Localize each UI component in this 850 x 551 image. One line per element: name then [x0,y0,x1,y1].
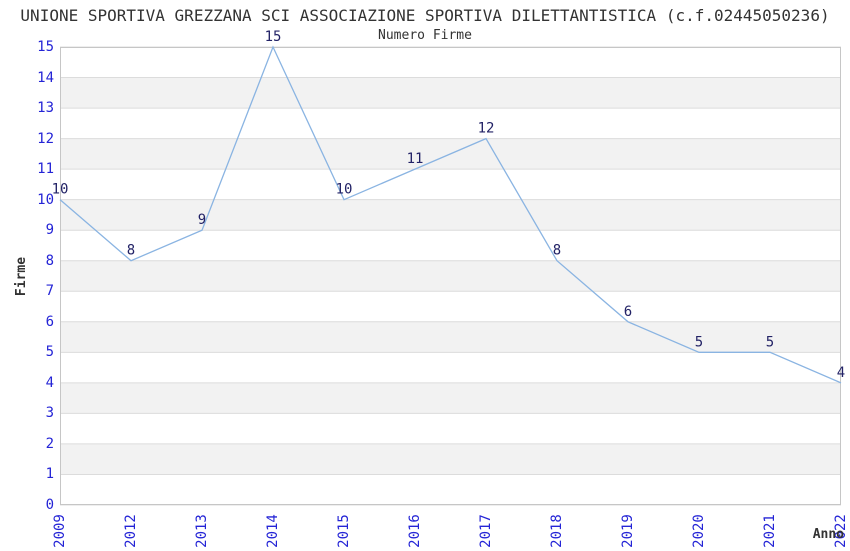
stripe-band [60,443,841,475]
x-tick-label: 2017 [466,511,506,551]
x-tick-label: 2018 [537,511,577,551]
data-label: 9 [198,212,206,228]
y-tick-label: 8 [45,252,54,269]
x-tick-label: 2020 [679,511,719,551]
data-label: 8 [553,243,561,259]
y-tick-label: 6 [45,313,54,330]
data-label: 10 [336,182,353,198]
y-tick-label: 13 [37,100,54,117]
plot-svg: 10 8 9 15 10 11 12 8 6 5 5 4 [52,29,845,506]
data-label: 4 [837,365,845,381]
stripe-band [60,77,841,109]
x-tick-label-text: 2009 [52,514,68,548]
y-tick-label: 1 [45,466,54,483]
y-tick-label: 5 [45,344,54,361]
x-tick-label: 2009 [40,511,80,551]
chart-subtitle: Numero Firme [378,28,472,43]
x-tick-label: 2012 [111,511,151,551]
stripe-band [60,382,841,414]
y-tick-label: 2 [45,435,54,452]
data-label: 11 [407,151,424,167]
y-tick-label: 9 [45,222,54,239]
x-tick-label: 2014 [253,511,293,551]
stripe-band [60,199,841,231]
x-tick-label-text: 2014 [265,514,281,548]
y-tick-label: 12 [37,130,54,147]
y-tick-label: 15 [37,39,54,55]
data-label: 5 [695,334,703,350]
data-label: 5 [766,334,774,350]
x-tick-label-text: 2018 [549,514,565,548]
y-tick-label: 3 [45,405,54,422]
x-tick-label-text: 2017 [478,514,494,548]
x-tick-label: 2021 [750,511,790,551]
x-tick-label-text: 2012 [123,514,139,548]
plot-area: 10 8 9 15 10 11 12 8 6 5 5 4 [52,29,845,506]
x-tick-label: 2019 [608,511,648,551]
x-tick-label-text: 2015 [336,514,352,548]
x-tick-label-text: 2021 [762,514,778,548]
x-axis-title: Anno [812,527,844,542]
y-tick-label: 10 [37,191,54,208]
x-tick-label: 2016 [395,511,435,551]
y-tick-label: 14 [37,69,54,86]
data-line [59,45,842,384]
y-tick-label: 11 [37,161,54,178]
chart-title: UNIONE SPORTIVA GREZZANA SCI ASSOCIAZION… [20,6,830,25]
stripe-band [60,321,841,353]
x-tick-label-text: 2020 [691,514,707,548]
x-tick-label: 2013 [182,511,222,551]
data-label: 12 [478,121,495,137]
x-tick-label-text: 2016 [407,514,423,548]
data-label: 6 [624,304,632,320]
y-tick-label: 7 [45,283,54,300]
stripe-band [60,260,841,292]
data-label: 10 [52,182,69,198]
x-tick-label: 2015 [324,511,364,551]
data-label: 8 [127,243,135,259]
plot-border [60,47,841,505]
data-label: 15 [265,29,282,45]
x-tick-label-text: 2019 [620,514,636,548]
y-tick-label: 0 [45,497,54,513]
x-tick-label-text: 2013 [194,514,210,548]
y-tick-label: 4 [45,374,54,391]
